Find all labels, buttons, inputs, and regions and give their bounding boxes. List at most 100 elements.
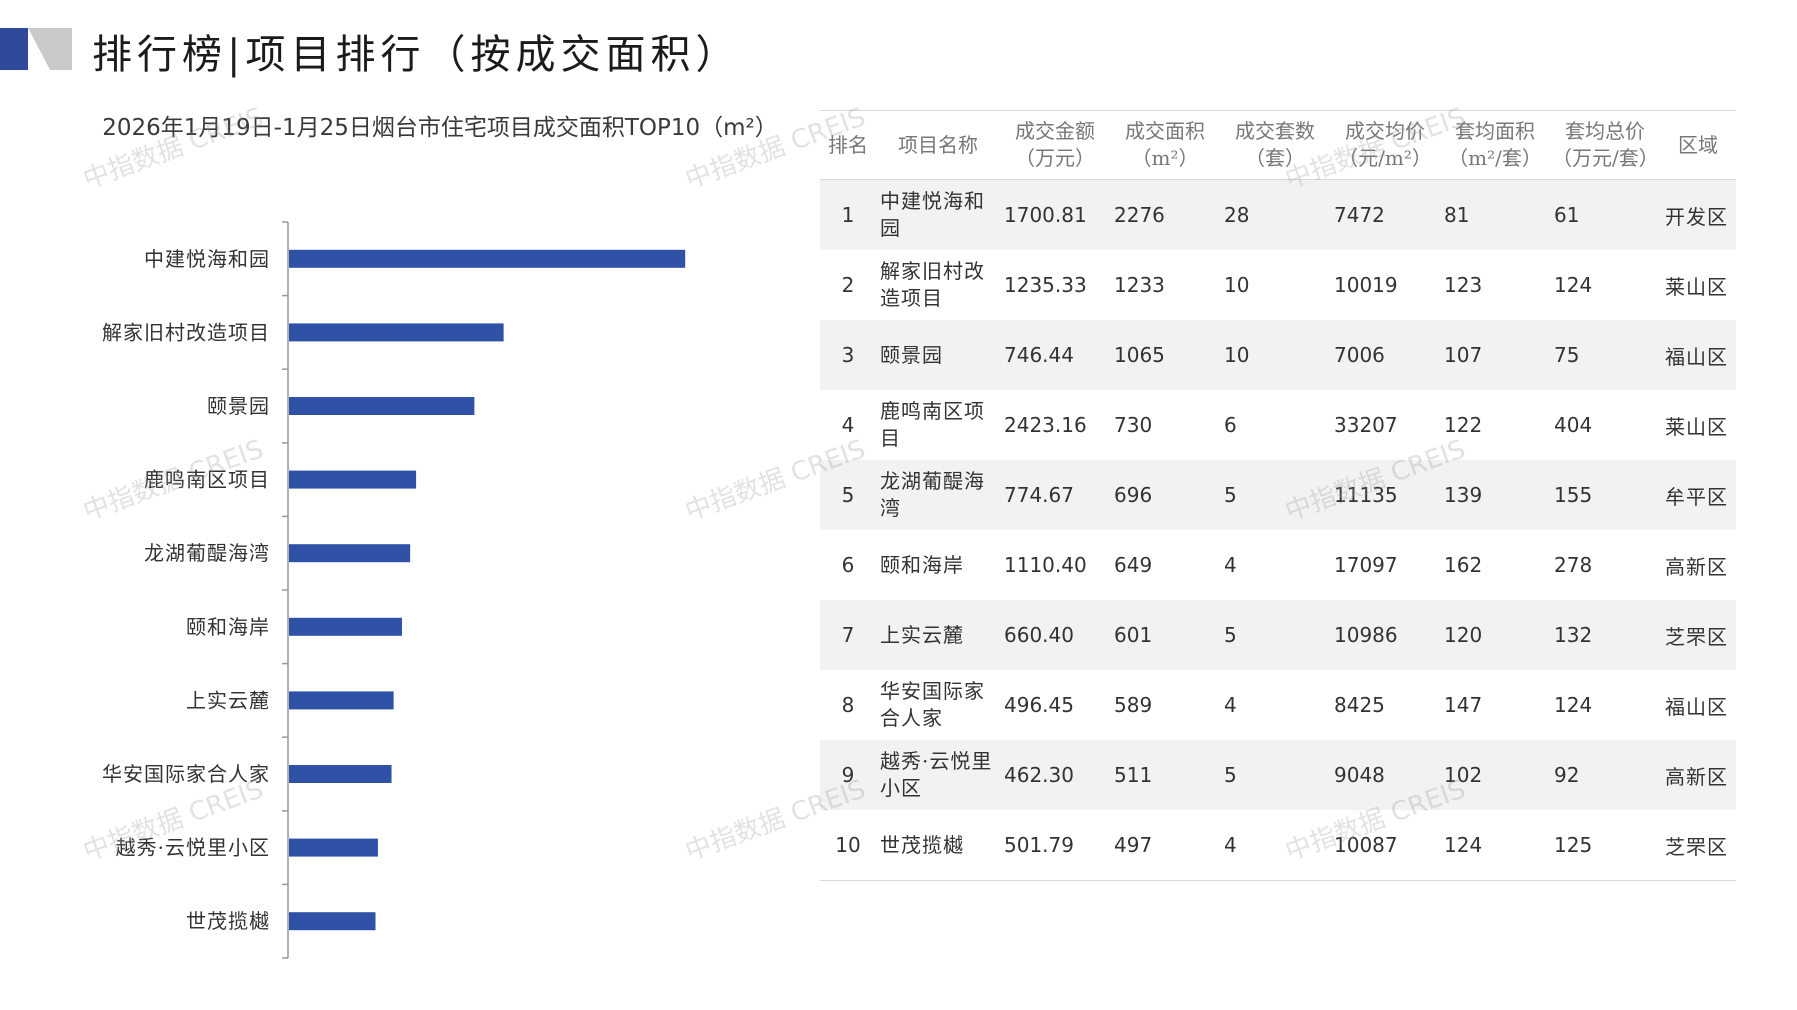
category-label-6: 颐和海岸 <box>186 615 270 639</box>
table-row: 9 越秀·云悦里小区 462.30 511 5 9048 102 92 高新区 <box>820 740 1736 810</box>
cell-rank: 8 <box>841 693 855 717</box>
cell-area: 730 <box>1114 413 1153 437</box>
category-label-10: 世茂揽樾 <box>186 909 270 933</box>
cell-region: 福山区 <box>1660 320 1736 390</box>
category-label-3: 颐景园 <box>207 394 270 418</box>
cell-avg-area: 124 <box>1440 810 1550 881</box>
table-row: 6 颐和海岸 1110.40 649 4 17097 162 278 高新区 <box>820 530 1736 600</box>
header-text: 套均面积 <box>1455 119 1535 143</box>
cell-avg-area: 102 <box>1440 740 1550 810</box>
cell-name: 上实云麓 <box>876 600 1000 670</box>
category-label-4: 鹿鸣南区项目 <box>144 468 270 492</box>
cell-rank: 10 <box>820 810 876 881</box>
cell-avg-area: 162 <box>1444 553 1483 577</box>
cell-name: 颐和海岸 <box>880 552 964 577</box>
cell-region: 莱山区 <box>1665 274 1728 299</box>
cell-avg-total: 155 <box>1550 460 1660 530</box>
table-row: 10 世茂揽樾 501.79 497 4 10087 124 125 芝罘区 <box>820 810 1736 881</box>
table-row: 4 鹿鸣南区项目 2423.16 730 6 33207 122 404 莱山区 <box>820 390 1736 460</box>
bar-10 <box>289 912 376 931</box>
bar-3 <box>289 397 475 415</box>
cell-units: 6 <box>1224 413 1237 437</box>
cell-area: 649 <box>1114 553 1153 577</box>
cell-region: 牟平区 <box>1660 460 1736 530</box>
cell-avg-total: 61 <box>1550 179 1660 250</box>
cell-amount: 746.44 <box>1000 320 1110 390</box>
cell-avg-area: 81 <box>1440 179 1550 250</box>
bar-9 <box>289 838 378 857</box>
cell-units: 5 <box>1220 600 1330 670</box>
cell-amount: 501.79 <box>1000 810 1110 881</box>
header-avg-total: 套均总价 （万元/套） <box>1550 110 1660 180</box>
cell-avg-total: 75 <box>1550 320 1660 390</box>
cell-rank: 3 <box>820 320 876 390</box>
bar-7 <box>289 691 394 710</box>
table-row: 8 华安国际家合人家 496.45 589 4 8425 147 124 福山区 <box>820 670 1736 740</box>
header-text: （万元） <box>1015 146 1095 170</box>
cell-avg-total: 278 <box>1554 553 1593 577</box>
header-units: 成交套数 （套） <box>1220 110 1330 180</box>
cell-name: 世茂揽樾 <box>876 810 1000 881</box>
header-text: 项目名称 <box>898 132 978 157</box>
cell-units: 10 <box>1220 320 1330 390</box>
header-avg-area: 套均面积 （m²/套） <box>1440 110 1550 180</box>
cell-amount: 462.30 <box>1000 740 1110 810</box>
cell-avg-area: 147 <box>1444 693 1483 717</box>
category-label-5: 龙湖葡醍海湾 <box>144 541 270 565</box>
cell-amount: 1110.40 <box>1004 553 1087 577</box>
cell-amount: 774.67 <box>1000 460 1110 530</box>
cell-price: 10087 <box>1330 810 1440 881</box>
category-label-8: 华安国际家合人家 <box>102 762 270 786</box>
cell-avg-total: 125 <box>1550 810 1660 881</box>
bar-1 <box>289 249 686 268</box>
ranking-table: 排名 项目名称 成交金额 （万元） 成交面积 （m²） 成交套数 （套） 成交均价 （元/m²） 套… <box>820 110 1736 881</box>
header-text: 成交面积 <box>1125 119 1205 143</box>
header-text: 成交套数 <box>1235 119 1315 143</box>
bar-6 <box>289 617 402 636</box>
cell-area: 696 <box>1110 460 1220 530</box>
cell-name: 华安国际家合人家 <box>880 679 985 730</box>
table-body: 1 中建悦海和园 1700.81 2276 28 7472 81 61 开发区 2 解家旧村改造项目… <box>820 179 1736 881</box>
cell-units: 10 <box>1224 273 1250 297</box>
cell-units: 5 <box>1220 460 1330 530</box>
header-text: 区域 <box>1678 132 1718 157</box>
cell-price: 17097 <box>1334 553 1398 577</box>
cell-amount: 2423.16 <box>1004 413 1087 437</box>
category-label-7: 上实云麓 <box>186 688 270 712</box>
header-region: 区域 <box>1660 110 1736 180</box>
header-text: 套均总价 <box>1565 119 1645 143</box>
table-row: 1 中建悦海和园 1700.81 2276 28 7472 81 61 开发区 <box>820 179 1736 250</box>
cell-price: 33207 <box>1334 413 1398 437</box>
cell-name: 颐景园 <box>876 320 1000 390</box>
cell-rank: 4 <box>841 413 855 437</box>
category-label-9: 越秀·云悦里小区 <box>116 836 270 860</box>
cell-price: 11135 <box>1330 460 1440 530</box>
cell-avg-total: 132 <box>1550 600 1660 670</box>
cell-units: 4 <box>1220 810 1330 881</box>
cell-avg-total: 124 <box>1554 273 1593 297</box>
category-label-1: 中建悦海和园 <box>144 247 270 271</box>
header-text: 成交均价 <box>1345 119 1425 143</box>
cell-rank: 9 <box>820 740 876 810</box>
cell-region: 福山区 <box>1665 694 1728 719</box>
cell-price: 7472 <box>1330 179 1440 250</box>
cell-avg-total: 404 <box>1554 413 1593 437</box>
cell-amount: 496.45 <box>1004 693 1074 717</box>
bar-5 <box>289 544 411 563</box>
header-text: （m²/套） <box>1448 146 1542 170</box>
cell-area: 2276 <box>1110 179 1220 250</box>
cell-units: 4 <box>1224 553 1237 577</box>
bar-2 <box>289 323 504 342</box>
cell-rank: 5 <box>820 460 876 530</box>
cell-region: 芝罘区 <box>1660 810 1736 881</box>
table-header-row: 排名 项目名称 成交金额 （万元） 成交面积 （m²） 成交套数 （套） 成交均价 （元/m²） 套… <box>820 110 1736 180</box>
header-area: 成交面积 （m²） <box>1110 110 1220 180</box>
cell-rank: 7 <box>820 600 876 670</box>
cell-rank: 1 <box>820 179 876 250</box>
cell-area: 589 <box>1114 693 1153 717</box>
bar-chart: 中建悦海和园解家旧村改造项目颐景园鹿鸣南区项目龙湖葡醍海湾颐和海岸上实云麓华安国… <box>102 221 686 959</box>
cell-name: 鹿鸣南区项目 <box>880 399 985 450</box>
header-rank: 排名 <box>820 110 876 180</box>
cell-amount: 1700.81 <box>1000 179 1110 250</box>
cell-avg-area: 107 <box>1440 320 1550 390</box>
